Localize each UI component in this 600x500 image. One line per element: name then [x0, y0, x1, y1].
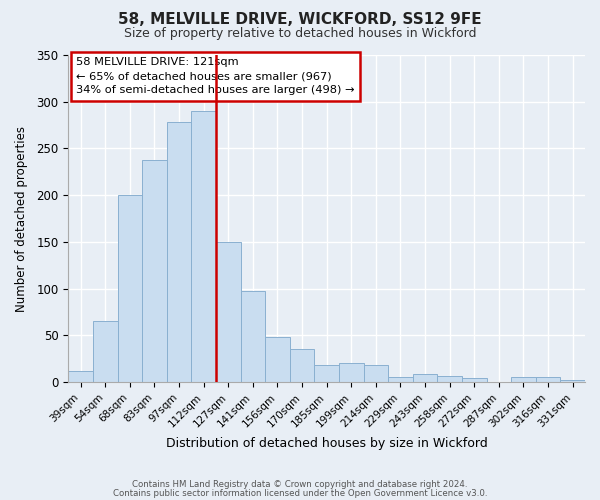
Bar [290, 350, 314, 382]
Bar [536, 378, 560, 382]
Bar [364, 366, 388, 382]
Bar [241, 292, 265, 382]
Text: 58, MELVILLE DRIVE, WICKFORD, SS12 9FE: 58, MELVILLE DRIVE, WICKFORD, SS12 9FE [118, 12, 482, 28]
Bar [560, 380, 585, 382]
Bar [388, 378, 413, 382]
Bar [265, 337, 290, 382]
Bar [191, 111, 216, 382]
Bar [314, 366, 339, 382]
Bar [511, 378, 536, 382]
Bar [462, 378, 487, 382]
Bar [339, 364, 364, 382]
Y-axis label: Number of detached properties: Number of detached properties [15, 126, 28, 312]
Bar [68, 371, 93, 382]
Bar [167, 122, 191, 382]
Bar [142, 160, 167, 382]
Bar [93, 322, 118, 382]
Text: Size of property relative to detached houses in Wickford: Size of property relative to detached ho… [124, 28, 476, 40]
Text: Contains HM Land Registry data © Crown copyright and database right 2024.: Contains HM Land Registry data © Crown c… [132, 480, 468, 489]
Bar [437, 376, 462, 382]
Bar [118, 195, 142, 382]
Bar [413, 374, 437, 382]
Text: Contains public sector information licensed under the Open Government Licence v3: Contains public sector information licen… [113, 490, 487, 498]
Bar [216, 242, 241, 382]
Text: 58 MELVILLE DRIVE: 121sqm
← 65% of detached houses are smaller (967)
34% of semi: 58 MELVILLE DRIVE: 121sqm ← 65% of detac… [76, 56, 355, 96]
X-axis label: Distribution of detached houses by size in Wickford: Distribution of detached houses by size … [166, 437, 488, 450]
